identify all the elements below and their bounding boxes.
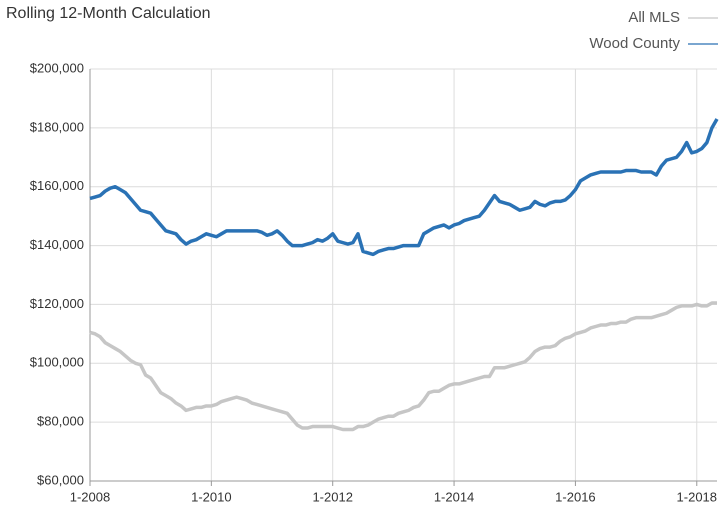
x-tick-label: 1-2012: [312, 489, 352, 504]
x-tick-label: 1-2014: [434, 489, 474, 504]
y-tick-label: $80,000: [37, 414, 84, 429]
x-tick-label: 1-2016: [555, 489, 595, 504]
legend-label: Wood County: [589, 35, 680, 52]
series-line: [89, 118, 719, 257]
y-tick-label: $140,000: [30, 237, 84, 252]
y-tick-label: $180,000: [30, 119, 84, 134]
series-line: [89, 301, 717, 432]
chart-subtitle: Rolling 12-Month Calculation: [6, 5, 211, 22]
y-tick-label: $60,000: [37, 472, 84, 487]
y-tick-label: $160,000: [30, 178, 84, 193]
x-tick-label: 1-2010: [191, 489, 231, 504]
y-tick-label: $100,000: [30, 355, 84, 370]
x-tick-label: 1-2018: [677, 489, 717, 504]
x-tick-label: 1-2008: [70, 489, 110, 504]
y-tick-label: $120,000: [30, 296, 84, 311]
y-tick-label: $200,000: [30, 60, 84, 75]
legend-label: All MLS: [628, 9, 680, 26]
